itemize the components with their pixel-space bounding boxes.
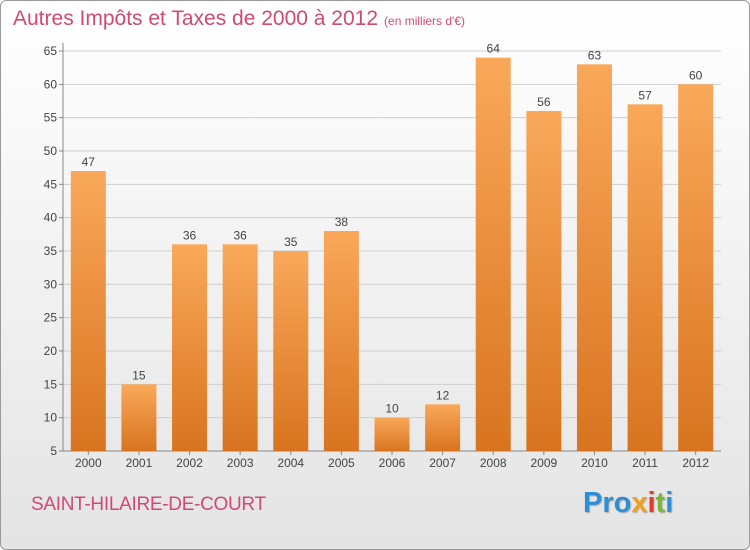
bar-2012 <box>678 84 714 451</box>
bar-2006 <box>374 417 410 451</box>
x-tick-label-2011: 2011 <box>632 456 658 470</box>
y-tick-label: 30 <box>44 277 58 291</box>
data-label-2005: 38 <box>335 215 349 229</box>
data-label-2002: 36 <box>183 228 197 242</box>
x-tick-label-2003: 2003 <box>227 456 254 470</box>
data-label-2006: 10 <box>385 402 399 416</box>
y-tick-label: 60 <box>44 77 58 91</box>
bar-2005 <box>323 231 359 451</box>
logo-part-2: x <box>631 487 648 519</box>
y-tick-labels: 5 10 15 20 25 30 35 40 45 50 55 60 65 <box>44 44 58 458</box>
bar-2008 <box>475 57 511 452</box>
data-labels: 47 15 36 36 35 38 10 12 64 56 63 57 60 <box>82 42 703 416</box>
data-label-2007: 12 <box>436 388 450 402</box>
logo-part-1: Pro <box>583 487 632 519</box>
y-tick-label: 10 <box>44 411 58 425</box>
x-tick-label-2010: 2010 <box>581 456 608 470</box>
chart-title: Autres Impôts et Taxes de 2000 à 2012 (en… <box>13 7 465 31</box>
data-label-2011: 57 <box>638 88 652 102</box>
y-tick-label: 45 <box>44 177 58 191</box>
city-name: SAINT-HILAIRE-DE-COURT <box>31 494 266 515</box>
y-tick-label: 50 <box>44 144 58 158</box>
data-label-2010: 63 <box>588 48 602 62</box>
data-label-2012: 60 <box>689 68 703 82</box>
chart-subtitle: (en milliers d'€) <box>384 14 466 28</box>
data-label-2001: 15 <box>132 368 146 382</box>
data-label-2000: 47 <box>82 155 96 169</box>
x-tick-label-2007: 2007 <box>429 456 456 470</box>
x-tick-label-2012: 2012 <box>682 456 709 470</box>
y-tick-label: 65 <box>44 44 58 58</box>
logo-part-4: t <box>655 487 666 519</box>
bar-2004 <box>273 251 309 451</box>
bars <box>70 57 714 452</box>
x-tick-label-2008: 2008 <box>480 456 507 470</box>
data-label-2003: 36 <box>233 228 247 242</box>
y-tick-label: 25 <box>44 311 58 325</box>
y-tick-label: 15 <box>44 377 58 391</box>
x-tick-label-2004: 2004 <box>277 456 304 470</box>
logo-part-5: i <box>665 487 674 519</box>
x-tick-label-2006: 2006 <box>379 456 406 470</box>
bar-2000 <box>70 171 106 451</box>
bar-2011 <box>627 104 663 451</box>
bar-2001 <box>121 384 157 451</box>
bar-2003 <box>222 244 258 451</box>
y-tick-label: 5 <box>50 444 57 458</box>
x-tick-label-2000: 2000 <box>75 456 102 470</box>
proxiti-logo: Proxiti <box>583 487 673 520</box>
data-label-2004: 35 <box>284 235 298 249</box>
x-tick-label-2009: 2009 <box>530 456 557 470</box>
logo-part-3: i <box>647 487 656 519</box>
y-tick-label: 40 <box>44 211 58 225</box>
bar-2010 <box>576 64 612 452</box>
axes <box>59 43 721 455</box>
y-tick-label: 55 <box>44 111 58 125</box>
bar-2002 <box>172 244 208 451</box>
x-tick-label-2002: 2002 <box>176 456 203 470</box>
title-text: Autres Impôts et Taxes de 2000 à 2012 <box>13 7 379 30</box>
data-label-2009: 56 <box>537 95 551 109</box>
y-tick-label: 20 <box>44 344 58 358</box>
y-tick-label: 35 <box>44 244 58 258</box>
grid-lines <box>63 50 721 452</box>
x-tick-labels: 2000 2001 2002 2003 2004 2005 2006 2007 2008 2009… <box>75 456 709 470</box>
x-tick-label-2001: 2001 <box>126 456 153 470</box>
x-tick-label-2005: 2005 <box>328 456 355 470</box>
bar-2009 <box>526 111 562 451</box>
data-label-2008: 64 <box>487 42 501 56</box>
bar-2007 <box>425 404 461 451</box>
